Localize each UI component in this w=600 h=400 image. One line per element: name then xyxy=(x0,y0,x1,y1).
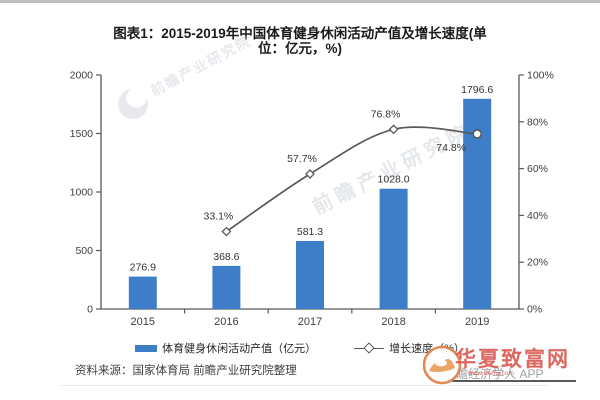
x-category-label: 2016 xyxy=(214,316,238,328)
top-border xyxy=(0,0,600,3)
red-watermark-url: www.hxzfw.com xyxy=(468,370,514,377)
bar-2015 xyxy=(128,276,157,309)
x-category-label: 2015 xyxy=(131,316,155,328)
left-axis-tick-label: 500 xyxy=(75,245,93,257)
left-axis-tick-label: 1000 xyxy=(70,187,94,199)
bar-value-label: 581.3 xyxy=(297,226,323,238)
svg-text:前瞻产业研究院: 前瞻产业研究院 xyxy=(148,32,254,99)
bar-value-label: 1796.6 xyxy=(461,84,493,96)
line-marker-diamond xyxy=(221,226,232,237)
watermark-underline xyxy=(452,380,576,382)
right-axis-tick-label: 0% xyxy=(527,304,542,316)
qianzhan-watermark-logo: 前瞻产业研究院 xyxy=(118,32,254,119)
chart-title-line1: 图表1：2015-2019年中国体育健身休闲活动产值及增长速度(单 xyxy=(113,26,487,41)
right-axis-tick-label: 100% xyxy=(527,70,554,82)
bar-value-label: 276.9 xyxy=(130,262,156,274)
growth-value-label: 57.7% xyxy=(287,153,317,165)
x-category-label: 2018 xyxy=(381,316,405,328)
bottom-border xyxy=(60,385,550,386)
growth-value-label: 76.8% xyxy=(371,108,401,120)
bar-2018 xyxy=(379,188,408,309)
left-axis-tick-label: 2000 xyxy=(70,70,94,82)
line-marker-diamond xyxy=(305,169,315,179)
right-axis-tick-label: 60% xyxy=(527,163,548,175)
bar-2016 xyxy=(212,265,241,309)
red-watermark-logo-icon xyxy=(422,345,462,385)
left-axis-tick-label: 1500 xyxy=(70,128,94,140)
bar-series-swatch xyxy=(135,344,158,352)
x-category-label: 2017 xyxy=(298,316,322,328)
chart-title-line2: 位：亿元，%) xyxy=(258,41,342,56)
growth-value-label: 33.1% xyxy=(204,211,234,223)
line-series-swatch xyxy=(354,342,385,354)
bar-2017 xyxy=(296,240,324,309)
bar-value-label: 1028.0 xyxy=(378,174,410,186)
right-axis-tick-label: 20% xyxy=(527,257,548,269)
growth-line xyxy=(225,126,478,233)
growth-value-label: 74.8% xyxy=(436,142,466,154)
left-axis-tick-label: 0 xyxy=(87,304,93,316)
red-watermark-title: 华夏致富网 xyxy=(455,348,570,371)
right-axis-tick-label: 80% xyxy=(527,116,548,128)
bar-value-label: 368.6 xyxy=(213,251,239,263)
line-marker-circle xyxy=(472,129,483,139)
chart-title: 图表1：2015-2019年中国体育健身休闲活动产值及增长速度(单 位：亿元，%… xyxy=(0,26,600,56)
bar-series-label: 体育健身休闲活动产值（亿元） xyxy=(162,343,317,355)
diamond-marker-icon xyxy=(363,342,375,354)
x-category-label: 2019 xyxy=(465,316,489,328)
source-note: 资料来源：国家体育局 前瞻产业研究院整理 xyxy=(75,365,297,377)
legend-item-bar-series: 体育健身休闲活动产值（亿元） xyxy=(135,340,316,356)
right-axis-tick-label: 40% xyxy=(527,210,548,222)
line-marker-diamond xyxy=(388,124,399,135)
